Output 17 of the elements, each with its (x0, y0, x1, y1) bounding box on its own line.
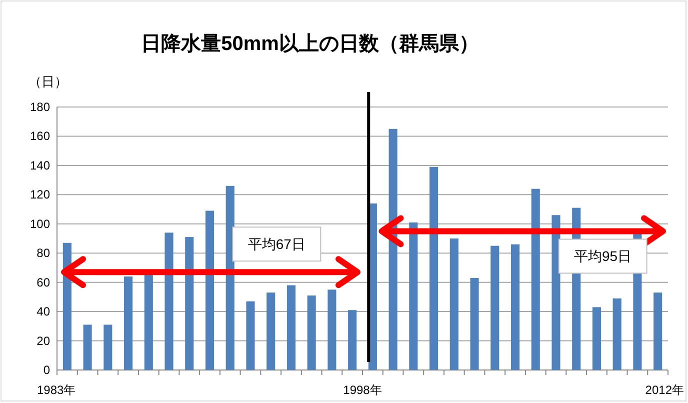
y-tick-label: 160 (30, 129, 50, 144)
y-tick-label: 60 (36, 275, 50, 290)
y-tick-label: 120 (30, 188, 50, 202)
y-axis-title: （日） (28, 74, 68, 89)
x-tick-label: 1998年 (343, 383, 382, 397)
chart-title: 日降水量50mm以上の日数（群馬県） (141, 33, 479, 55)
ref-line-label: 平均95日 (574, 248, 632, 264)
y-tick-label: 140 (30, 158, 50, 172)
y-tick-label: 80 (36, 246, 50, 260)
y-tick-label: 20 (36, 334, 50, 348)
y-tick-label: 100 (30, 216, 50, 231)
x-tick-label: 1983年 (37, 383, 76, 397)
y-tick-label: 0 (43, 363, 50, 377)
y-tick-label: 180 (30, 100, 50, 114)
y-tick-label: 40 (36, 304, 50, 319)
ref-line-label: 平均67日 (248, 236, 306, 252)
x-tick-label: 2012年 (645, 383, 684, 397)
